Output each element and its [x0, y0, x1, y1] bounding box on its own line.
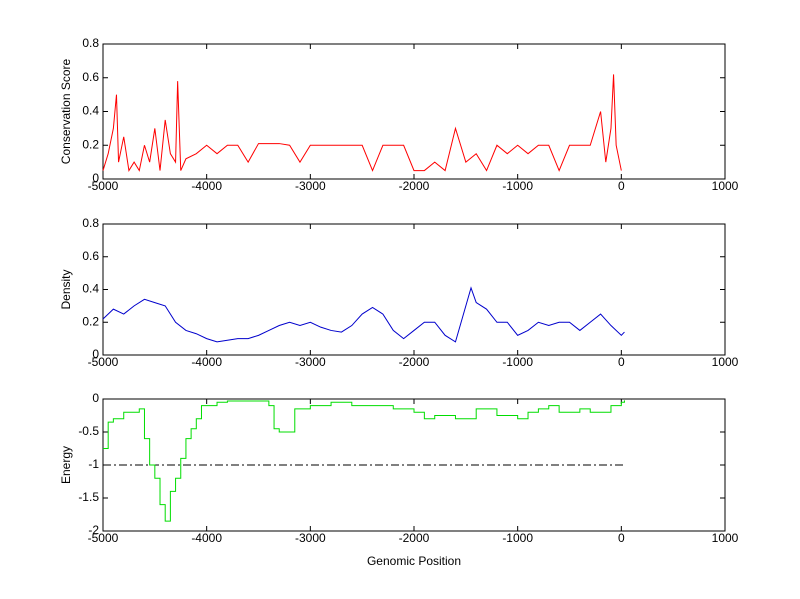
data-line	[102, 74, 622, 172]
x-tick-label: -2000	[399, 531, 430, 545]
y-tick-label: 0.4	[82, 104, 99, 118]
x-tick-label: -1000	[502, 179, 533, 193]
x-tick-label: -1000	[502, 531, 533, 545]
x-tick-label: -4000	[191, 355, 222, 369]
x-tick-label: -5000	[88, 355, 119, 369]
y-tick-label: 0.4	[82, 282, 99, 296]
plot-area	[102, 223, 726, 356]
x-tick-label: -5000	[88, 531, 119, 545]
x-tick-label: -3000	[295, 179, 326, 193]
y-tick-label: -2	[88, 523, 99, 537]
y-tick-label: 0.8	[82, 216, 99, 230]
y-tick-label: -1.5	[78, 490, 99, 504]
y-tick-label: 0	[92, 171, 99, 185]
y-tick-label: 0	[92, 347, 99, 361]
y-tick-label: 0.2	[82, 314, 99, 328]
y-tick-label: -1	[88, 457, 99, 471]
y-tick-label: -0.5	[78, 424, 99, 438]
x-tick-label: -1000	[502, 355, 533, 369]
x-tick-label: 0	[618, 355, 625, 369]
y-tick-label: 0.2	[82, 137, 99, 151]
y-axis-label: Conservation Score	[59, 58, 73, 164]
x-tick-label: -5000	[88, 179, 119, 193]
data-line	[102, 286, 625, 343]
y-axis-label: Density	[59, 269, 73, 309]
x-tick-label: -3000	[295, 531, 326, 545]
x-tick-label: -4000	[191, 179, 222, 193]
y-axis-label: Energy	[59, 446, 73, 484]
y-tick-label: 0.6	[82, 249, 99, 263]
x-tick-label: 1000	[712, 531, 739, 545]
x-tick-label: -3000	[295, 355, 326, 369]
x-tick-label: 0	[618, 179, 625, 193]
data-line	[103, 400, 625, 522]
x-tick-label: 0	[618, 531, 625, 545]
x-tick-label: -2000	[399, 179, 430, 193]
x-tick-label: 1000	[712, 179, 739, 193]
x-axis-label: Genomic Position	[367, 554, 461, 568]
y-tick-label: 0.6	[82, 70, 99, 84]
x-tick-label: 1000	[712, 355, 739, 369]
y-tick-label: 0	[92, 391, 99, 405]
y-tick-label: 0.8	[82, 36, 99, 50]
x-tick-label: -4000	[191, 531, 222, 545]
x-tick-label: -2000	[399, 355, 430, 369]
plot-area	[102, 43, 726, 180]
